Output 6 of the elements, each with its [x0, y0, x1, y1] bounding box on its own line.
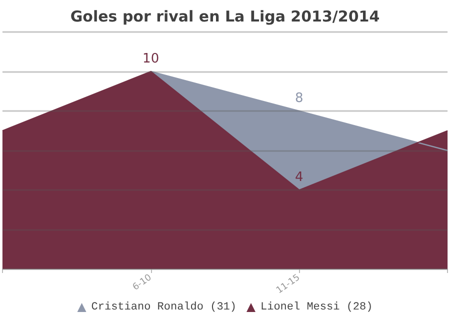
legend-label: Lionel Messi (28) — [260, 302, 373, 314]
data-label: 10 — [142, 52, 160, 66]
data-label: 8 — [295, 91, 304, 106]
chart-title: Goles por rival en La Liga 2013/2014 — [70, 8, 380, 26]
legend-label: Cristiano Ronaldo (31) — [91, 302, 237, 314]
data-label: 4 — [295, 170, 304, 185]
